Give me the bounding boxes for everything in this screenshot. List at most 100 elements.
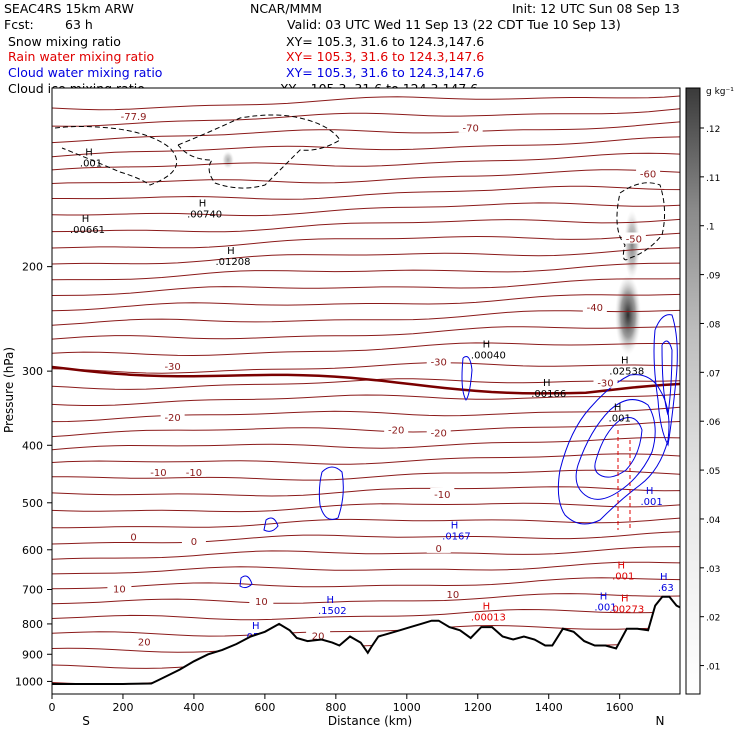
y-tick-label: 300 xyxy=(22,365,43,378)
colorbar-tick-label: .12 xyxy=(706,125,720,135)
colorbar-ramp xyxy=(685,87,701,695)
y-tick-label: 800 xyxy=(22,618,43,631)
cloud-water-maximum-h-marker: H xyxy=(327,595,335,606)
temperature-label-bg xyxy=(306,629,331,641)
colorbar: g kg⁻¹ .01 .02 .03 .04 .05 .06 .07 .08 .09 .1 .11.… xyxy=(685,87,734,695)
colorbar-tick-label: .05 xyxy=(706,467,720,477)
temperature-label: -50 xyxy=(626,234,642,245)
temperature-label: 10 xyxy=(255,597,268,608)
temperature-contour-line xyxy=(52,453,680,465)
cloud-water-maximum-h-marker: H xyxy=(600,592,608,603)
temperature-label: -20 xyxy=(388,426,404,437)
temperature-label-bg xyxy=(132,635,157,647)
snow-maximum-h-marker: H xyxy=(227,246,235,257)
south-label: S xyxy=(82,714,90,728)
colorbar-tick-label: .06 xyxy=(706,418,721,428)
y-tick-label: 700 xyxy=(22,584,43,597)
header: SEAC4RS 15km ARW NCAR/MMM Init: 12 UTC S… xyxy=(4,1,680,96)
temperature-label: 10 xyxy=(447,590,460,601)
y-tick-label: 400 xyxy=(22,439,43,452)
snow-maximum-h-marker: H xyxy=(614,403,622,414)
snow-maximum-h-marker: H xyxy=(82,214,90,225)
temperature-contour-line xyxy=(52,309,680,326)
temperature-label: -60 xyxy=(640,170,656,181)
x-tick-label: 800 xyxy=(325,701,346,714)
field-name-cloud-water: Cloud water mixing ratio xyxy=(8,65,162,80)
field-name-rain: Rain water mixing ratio xyxy=(8,49,154,64)
temperature-label: -30 xyxy=(164,362,180,373)
y-tick-label: 500 xyxy=(22,497,43,510)
temperature-contour-line xyxy=(52,486,680,497)
cloud-contour-east-inner xyxy=(594,417,643,478)
temperature-label-bg xyxy=(621,232,646,244)
colorbar-tick-label: .11 xyxy=(706,174,720,184)
rain-maximum-h-marker: H xyxy=(621,593,629,604)
temperature-label: -10 xyxy=(186,468,202,479)
x-tick-label: 400 xyxy=(183,701,204,714)
x-tick-label: 1400 xyxy=(535,701,563,714)
temperature-labels: -77.9 -70 -60 -50 -40 -30 -30 -30 -20 -20 -20 -10 -1… xyxy=(107,110,661,649)
colorbar-unit: g kg⁻¹ xyxy=(706,87,734,97)
freezing-level-line xyxy=(52,365,680,395)
cloud-water-maximum-value: .001 xyxy=(594,603,616,614)
snow-maximum-h-marker: H xyxy=(199,198,207,209)
temperature-label-bg xyxy=(249,595,274,607)
temperature-label-bg xyxy=(440,587,465,599)
colorbar-tick-label: .01 xyxy=(706,663,720,673)
temperature-contour-line xyxy=(52,546,680,560)
temperature-contour-line xyxy=(52,247,680,265)
colorbar-tick-label: .09 xyxy=(706,272,721,282)
cloud-water-maximum-value: .63 xyxy=(658,583,674,594)
temperature-contour-line xyxy=(52,293,680,312)
field-xy-rain: XY= 105.3, 31.6 to 124.3,147.6 xyxy=(286,49,484,64)
colorbar-tick-label: .03 xyxy=(706,565,720,575)
rain-maximum-value: .00013 xyxy=(471,613,506,624)
y-tick-label: 600 xyxy=(22,544,43,557)
cloud-water-maximum-value: .0167 xyxy=(442,531,471,542)
snow-maximum-value: .02538 xyxy=(609,366,644,377)
field-xy-snow: XY= 105.3, 31.6 to 124.3,147.6 xyxy=(286,34,484,49)
snow-maximum-h-marker: H xyxy=(85,147,93,158)
cloud-contour-600km xyxy=(263,517,279,532)
plot-area: H.001H.00661H.00740H.01208H.00040H.00166… xyxy=(51,87,681,695)
cloud-contour-east-column-inner xyxy=(661,340,673,416)
y-tick-label: 1000 xyxy=(15,675,43,688)
snow-contour-central xyxy=(177,114,341,189)
valid-time: Valid: 03 UTC Wed 11 Sep 13 (22 CDT Tue … xyxy=(287,17,621,32)
snow-maximum-value: .001 xyxy=(80,158,102,169)
cloud-water-maximum-h-marker: H xyxy=(252,621,260,632)
temperature-contour-line xyxy=(52,624,680,637)
y-tick-label: 200 xyxy=(22,261,43,274)
x-axis-label: Distance (km) xyxy=(328,714,412,728)
temperature-label-bg xyxy=(582,301,607,313)
cloud-contour-low xyxy=(239,575,253,589)
temperature-label: 20 xyxy=(138,638,151,649)
x-tick-label: 1600 xyxy=(606,701,634,714)
temperature-contour-line xyxy=(52,326,680,340)
temperature-label: -10 xyxy=(434,490,450,501)
temperature-label: -30 xyxy=(597,379,613,390)
x-axis: 0 200 400 600 800 1000 1200 1400 1600 xyxy=(49,694,634,714)
x-tick-label: 600 xyxy=(254,701,275,714)
temperature-contour-line xyxy=(52,232,680,249)
snow-plume-upper xyxy=(624,210,640,280)
temperature-contour-line xyxy=(52,421,680,438)
field-xy-cloud-water: XY= 105.3, 31.6 to 124.3,147.6 xyxy=(286,65,484,80)
temperature-contour-line xyxy=(52,577,680,590)
snow-maximum-value: .001 xyxy=(609,414,631,425)
temperature-contour-line xyxy=(52,362,680,374)
temperature-contour-line xyxy=(52,185,680,200)
temperature-label: -10 xyxy=(150,468,166,479)
temperature-contour-line xyxy=(52,169,680,184)
temperature-label-bg xyxy=(636,167,661,179)
temperature-label: -70 xyxy=(462,123,478,134)
temperature-label-bg xyxy=(107,582,132,594)
terrain-fill xyxy=(52,596,680,694)
cloud-water-maximum-h-marker: H xyxy=(646,486,654,497)
temperature-label-bg xyxy=(426,426,451,438)
cloud-water-maximum-value: .001 xyxy=(640,497,662,508)
temperature-contour-line xyxy=(52,502,680,513)
temperature-contour-line xyxy=(52,262,680,281)
fcst-label: Fcst: xyxy=(4,17,34,32)
